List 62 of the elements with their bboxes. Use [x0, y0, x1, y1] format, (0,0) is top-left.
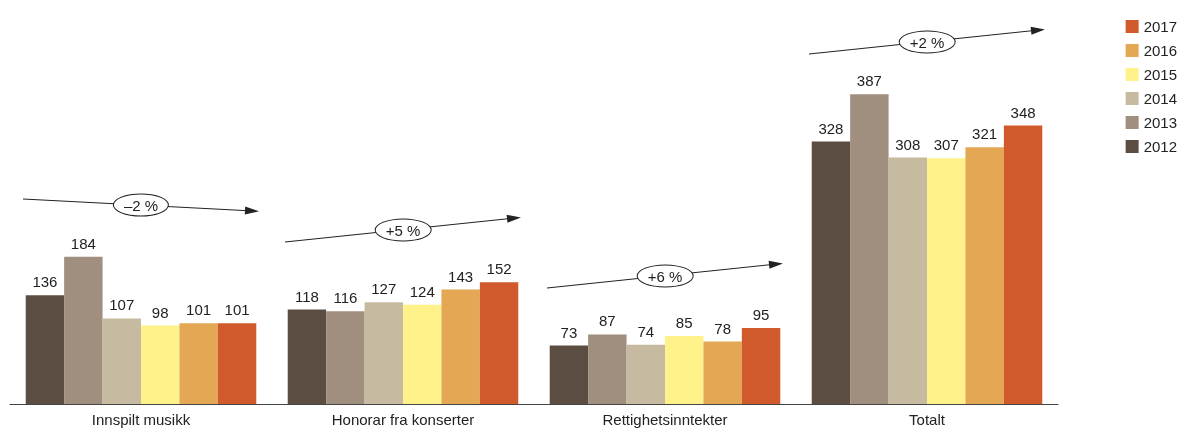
- data-label: 127: [371, 280, 397, 298]
- data-label: 387: [856, 72, 882, 90]
- data-label: 152: [486, 260, 512, 278]
- bar: [403, 304, 442, 404]
- bar: [441, 289, 480, 404]
- bar: [64, 256, 103, 404]
- data-label: 136: [32, 273, 58, 291]
- data-label: 118: [294, 287, 319, 305]
- bar: [703, 341, 742, 404]
- x-tick-label: Rettighetsinntekter: [602, 411, 728, 428]
- bar: [741, 327, 781, 404]
- bar: [25, 295, 65, 404]
- bar: [141, 325, 180, 404]
- bar: [811, 141, 851, 404]
- data-label: 143: [448, 267, 474, 285]
- bar: [588, 334, 627, 404]
- legend-label: 2015: [1143, 66, 1178, 83]
- bar: [927, 158, 966, 404]
- data-label: 116: [333, 289, 358, 307]
- bar: [626, 344, 665, 404]
- bar: [217, 323, 257, 404]
- data-label: 348: [1010, 103, 1036, 121]
- bar: [326, 311, 365, 404]
- bar: [479, 282, 519, 404]
- bar: [850, 94, 889, 404]
- data-label: 184: [70, 234, 96, 252]
- legend-label: 2017: [1143, 18, 1178, 35]
- bar: [888, 157, 927, 404]
- data-label: 321: [972, 125, 998, 143]
- bar: [1003, 125, 1043, 404]
- x-tick-label: Innspilt musikk: [91, 411, 191, 428]
- x-tick-label: Honorar fra konserter: [331, 411, 475, 428]
- data-label: 101: [186, 301, 212, 319]
- data-label: 98: [151, 303, 169, 321]
- legend-label: 2016: [1143, 42, 1178, 59]
- bar: [549, 345, 589, 404]
- data-label: 85: [675, 313, 693, 331]
- data-label: 78: [714, 319, 731, 337]
- data-label: 73: [560, 323, 578, 341]
- data-label: 74: [637, 322, 655, 340]
- bar: [287, 309, 327, 404]
- bar: [665, 335, 704, 404]
- annotation: +5 %: [374, 218, 432, 242]
- legend-label: 2013: [1143, 114, 1178, 131]
- data-label: 328: [818, 119, 844, 137]
- bar: [179, 323, 218, 404]
- data-label: 101: [224, 301, 250, 319]
- legend-label: 2014: [1143, 90, 1178, 107]
- data-label: 87: [599, 312, 616, 330]
- bar: [965, 147, 1004, 404]
- bar: [364, 302, 403, 404]
- data-label: 107: [109, 296, 135, 314]
- annotation: –2 %: [112, 193, 170, 217]
- text: +2 %: [898, 30, 956, 54]
- annotation: +6 %: [636, 264, 694, 288]
- legend-label: 2012: [1143, 138, 1178, 155]
- data-label: 124: [409, 282, 435, 300]
- bar: [102, 318, 141, 404]
- data-label: 307: [933, 136, 959, 154]
- x-tick-label: Totalt: [909, 411, 946, 428]
- data-label: 95: [752, 305, 770, 323]
- data-label: 308: [895, 135, 921, 153]
